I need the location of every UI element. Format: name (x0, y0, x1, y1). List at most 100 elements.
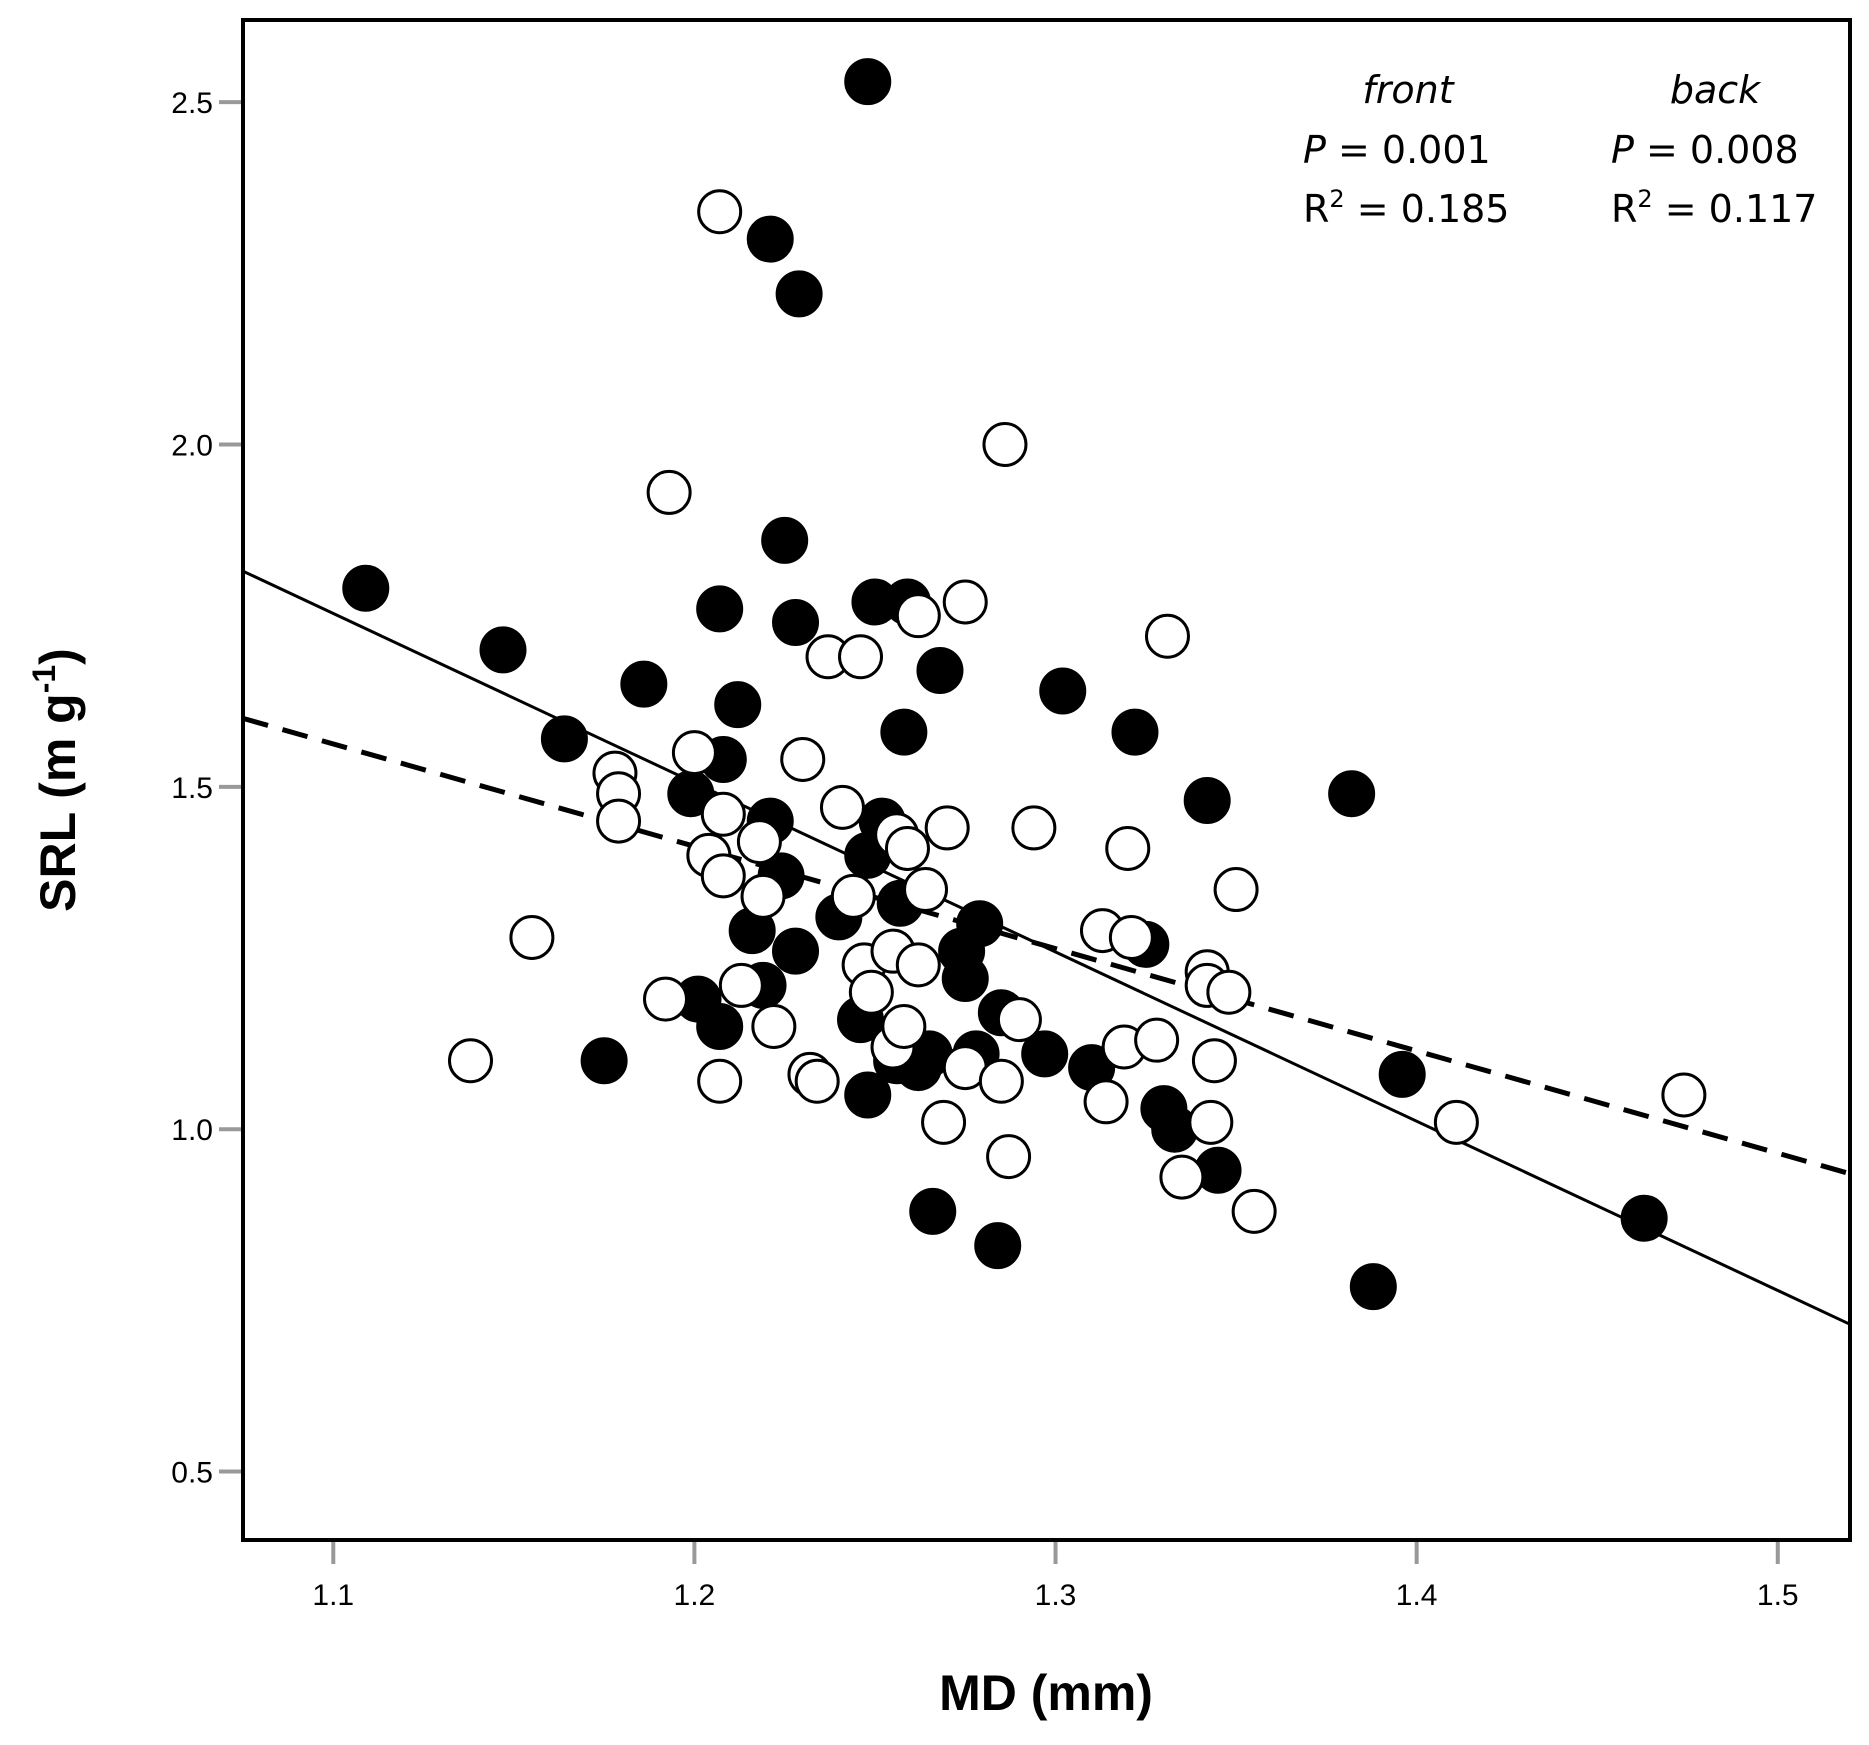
point-back-35 (924, 805, 970, 851)
point-back-49 (1144, 613, 1190, 659)
point-back-48 (1134, 1017, 1180, 1063)
point-back-6 (646, 469, 692, 515)
x-tick-label-2: 1.3 (1035, 1579, 1077, 1612)
point-front-33 (909, 1187, 957, 1235)
point-front-52 (1378, 1050, 1426, 1098)
point-front-17 (772, 599, 820, 647)
point-back-56 (1213, 867, 1259, 913)
point-front-3 (580, 1037, 628, 1085)
annotation-front: front P = 0.001 R2 = 0.185 (1303, 68, 1509, 231)
point-back-11 (700, 853, 746, 899)
point-back-15 (740, 873, 786, 919)
point-back-57 (1231, 1188, 1277, 1234)
point-back-14 (736, 819, 782, 865)
point-front-22 (844, 1071, 892, 1119)
x-tick-label-0: 1.1 (312, 1579, 354, 1612)
point-back-32 (895, 593, 941, 639)
axis-ticks-layer: 1.1 1.2 1.3 1.4 1.5 0.5 1.0 1.5 2.0 2.5 (171, 87, 1798, 1612)
point-back-1 (509, 914, 555, 960)
point-front-48 (1183, 777, 1231, 825)
point-back-9 (697, 1058, 743, 1104)
point-back-29 (881, 1003, 927, 1049)
x-tick-label-1: 1.2 (674, 1579, 716, 1612)
point-back-31 (895, 942, 941, 988)
annotation-back: back P = 0.008 R2 = 0.117 (1611, 68, 1817, 231)
point-front-53 (1620, 1194, 1668, 1242)
point-back-13 (718, 962, 764, 1008)
x-tick-label-3: 1.4 (1396, 1579, 1438, 1612)
x-axis-title: MD (mm) (939, 1665, 1153, 1721)
point-front-44 (1111, 708, 1159, 756)
point-front-34 (916, 646, 964, 694)
point-front-37 (956, 900, 1004, 948)
point-back-34 (921, 1099, 967, 1145)
point-back-25 (848, 969, 894, 1015)
point-front-1 (479, 626, 527, 674)
point-front-0 (342, 564, 390, 612)
point-front-16 (761, 516, 809, 564)
point-front-7 (696, 1002, 744, 1050)
point-front-9 (696, 585, 744, 633)
fit-line-back (242, 715, 1851, 1177)
plot-frame (241, 18, 1852, 1542)
point-back-59 (1661, 1072, 1707, 1118)
point-back-50 (1159, 1154, 1205, 1200)
point-back-10 (700, 791, 746, 837)
point-front-2 (540, 715, 588, 763)
point-front-4 (620, 660, 668, 708)
point-front-41 (1021, 1030, 1069, 1078)
point-front-36 (941, 955, 989, 1003)
point-back-53 (1191, 1038, 1237, 1084)
point-front-29 (880, 708, 928, 756)
point-front-51 (1349, 1263, 1397, 1311)
y-axis-title-superscript: -1 (26, 665, 62, 693)
point-back-54 (1188, 1099, 1234, 1145)
point-back-0 (448, 1038, 494, 1084)
point-back-39 (982, 422, 1028, 468)
point-front-15 (746, 215, 794, 263)
point-back-23 (838, 634, 884, 680)
y-tick-label-0: 0.5 (171, 1457, 213, 1490)
annotation-back-p-value: P = 0.008 (1611, 128, 1799, 172)
point-back-7 (671, 730, 717, 776)
point-front-18 (772, 927, 820, 975)
point-front-39 (974, 1222, 1022, 1270)
point-front-19 (775, 270, 823, 318)
point-back-55 (1206, 969, 1252, 1015)
point-back-5 (643, 976, 689, 1022)
y-tick-label-2: 1.5 (171, 772, 213, 805)
annotation-back-header: back (1670, 68, 1762, 112)
point-back-44 (1083, 1079, 1129, 1125)
point-back-22 (830, 873, 876, 919)
point-front-10 (714, 681, 762, 729)
x-tick-label-4: 1.5 (1757, 1579, 1799, 1612)
point-back-42 (1011, 805, 1057, 851)
point-back-17 (780, 736, 826, 782)
y-tick-label-3: 2.0 (171, 430, 213, 463)
annotation-front-r-squared: R2 = 0.185 (1303, 185, 1509, 231)
annotation-front-header: front (1362, 68, 1455, 112)
y-axis-title: SRL (m g-1) (26, 648, 86, 912)
point-back-58 (1433, 1099, 1479, 1145)
point-back-16 (751, 1003, 797, 1049)
data-points-layer (342, 58, 1707, 1311)
point-front-50 (1328, 770, 1376, 818)
point-front-42 (1039, 667, 1087, 715)
y-tick-label-4: 2.5 (171, 87, 213, 120)
fit-lines-layer (242, 569, 1851, 1326)
annotation-front-p-value: P = 0.001 (1303, 128, 1491, 172)
point-back-41 (996, 997, 1042, 1043)
point-back-4 (596, 798, 642, 844)
point-back-47 (1108, 914, 1154, 960)
point-front-25 (844, 58, 892, 106)
point-back-40 (986, 1134, 1032, 1180)
point-back-19 (794, 1058, 840, 1104)
point-back-30 (884, 825, 930, 871)
annotation-back-r-squared: R2 = 0.117 (1611, 185, 1817, 231)
point-back-12 (697, 189, 743, 235)
point-back-33 (903, 867, 949, 913)
point-back-36 (942, 579, 988, 625)
y-tick-label-1: 1.0 (171, 1114, 213, 1147)
point-back-46 (1105, 825, 1151, 871)
